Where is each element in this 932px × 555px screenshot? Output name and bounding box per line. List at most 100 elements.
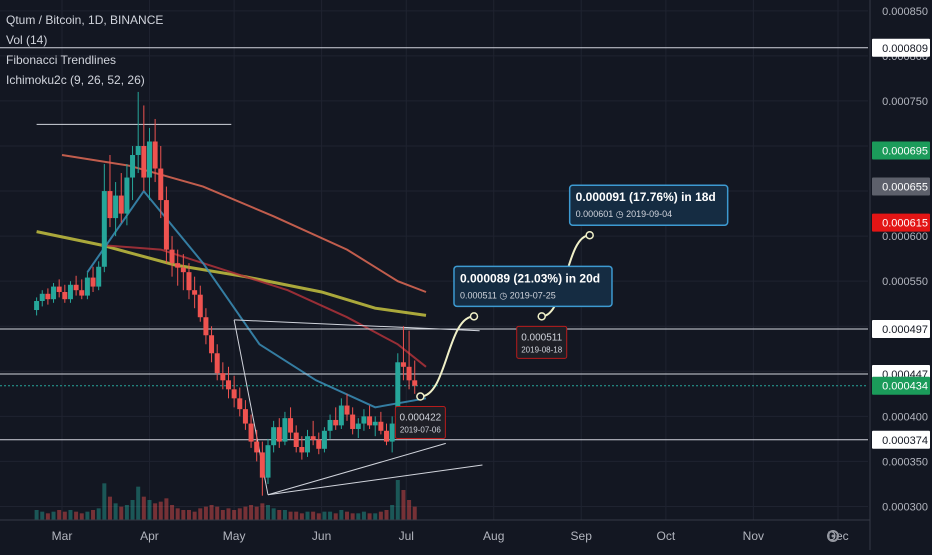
candle xyxy=(186,263,192,300)
volume-bar xyxy=(288,511,293,520)
candle xyxy=(45,288,51,305)
time-tick-label: Mar xyxy=(52,529,73,543)
candle xyxy=(237,387,243,417)
callout-box xyxy=(568,184,729,226)
candle-body xyxy=(158,168,164,201)
candle-body xyxy=(186,272,192,291)
price-level-text: 0.000809 xyxy=(882,43,928,55)
volume-bar xyxy=(34,510,39,520)
price-tick-label: 0.000300 xyxy=(882,501,928,513)
time-tick-label: Aug xyxy=(483,529,504,543)
volume-bar xyxy=(124,505,129,520)
projection-arrow-1 xyxy=(420,315,475,398)
settings-icon[interactable] xyxy=(827,530,839,542)
price-level-box xyxy=(872,213,930,232)
volume-bar xyxy=(186,510,191,520)
candle xyxy=(378,411,384,435)
volume-bar xyxy=(45,513,50,520)
volume-bar xyxy=(141,496,146,520)
callout-change: 0.000089 (21.03%) in 20d xyxy=(460,271,600,285)
candle-body xyxy=(282,418,288,442)
candle xyxy=(293,425,299,453)
candle-body xyxy=(203,317,209,336)
candle-body xyxy=(220,373,226,381)
price-level-label: 0.000434 xyxy=(872,376,930,395)
price-level-text: 0.000615 xyxy=(882,218,928,230)
candle-body xyxy=(130,155,136,178)
legend-volume: Vol (14) xyxy=(6,33,47,47)
candle xyxy=(135,91,141,174)
volume-bar xyxy=(40,511,45,520)
price-axis[interactable]: 0.0008500.0008000.0007500.0007000.000650… xyxy=(869,0,932,550)
legend-fibonacci: Fibonacci Trendlines xyxy=(6,53,116,67)
candle-body xyxy=(51,286,57,300)
candle xyxy=(389,416,395,453)
candle-body xyxy=(361,416,367,424)
candle xyxy=(321,427,327,453)
price-level-label: 0.000809 xyxy=(872,38,930,57)
price-tick-label: 0.000750 xyxy=(882,96,928,108)
volume-bar xyxy=(237,508,242,520)
volume-bar xyxy=(153,503,158,520)
price-tick-label: 0.000350 xyxy=(882,456,928,468)
volume-bar xyxy=(175,508,180,520)
volume-bar xyxy=(356,513,361,520)
candle-body xyxy=(107,191,113,219)
candle xyxy=(412,360,418,394)
volume-bar xyxy=(170,505,175,520)
volume-bar xyxy=(85,511,90,520)
volume-bar xyxy=(147,500,152,520)
candle xyxy=(355,418,361,438)
legend-title: Qtum / Bitcoin, 1D, BINANCE xyxy=(6,13,163,27)
candle xyxy=(333,407,339,430)
candle-body xyxy=(152,141,158,169)
point-label-box xyxy=(516,325,568,359)
volume-bar xyxy=(277,510,282,520)
candle xyxy=(175,249,181,286)
price-tick-label: 0.000550 xyxy=(882,276,928,288)
volume-bar xyxy=(339,510,344,520)
volume-bar xyxy=(345,511,350,520)
candle-body xyxy=(237,398,243,410)
candle-body xyxy=(316,439,322,449)
candle-body xyxy=(299,447,305,453)
candle xyxy=(231,375,237,408)
candle-body xyxy=(288,418,294,433)
candle-body xyxy=(412,380,418,386)
volume-bar xyxy=(260,503,265,520)
projection-point xyxy=(585,230,594,240)
trendline xyxy=(267,442,446,496)
candle xyxy=(56,279,62,298)
volume-bar xyxy=(407,500,412,520)
candle-body xyxy=(327,419,333,431)
chart-legend: Qtum / Bitcoin, 1D, BINANCE Vol (14) Fib… xyxy=(6,13,163,87)
candle-body xyxy=(248,423,254,442)
candle xyxy=(67,281,73,303)
candle xyxy=(299,436,305,460)
volume-bar xyxy=(282,510,287,520)
candle xyxy=(400,326,406,381)
price-level-box xyxy=(872,430,930,449)
callout-target: 0.000601 ◷ 2019-09-04 xyxy=(576,209,672,219)
candle xyxy=(384,423,390,446)
candle-body xyxy=(276,427,282,442)
candle-body xyxy=(259,452,265,478)
volume-bar xyxy=(57,510,62,520)
candle-body xyxy=(118,195,124,214)
volume-bar xyxy=(232,510,237,520)
price-level-label: 0.000695 xyxy=(872,141,930,160)
candle xyxy=(73,275,79,296)
candle-body xyxy=(214,353,220,374)
candle-body xyxy=(90,277,96,287)
candle xyxy=(158,145,164,219)
volume-bar xyxy=(367,513,372,520)
candle-body xyxy=(378,421,384,431)
candle-body xyxy=(389,423,395,442)
time-axis[interactable]: Mar Apr May Jun Jul Aug Sep Oct Nov Dec xyxy=(0,519,870,543)
candle xyxy=(361,409,367,431)
volume-bar xyxy=(220,510,225,520)
candle xyxy=(214,344,220,381)
candle xyxy=(124,164,130,226)
